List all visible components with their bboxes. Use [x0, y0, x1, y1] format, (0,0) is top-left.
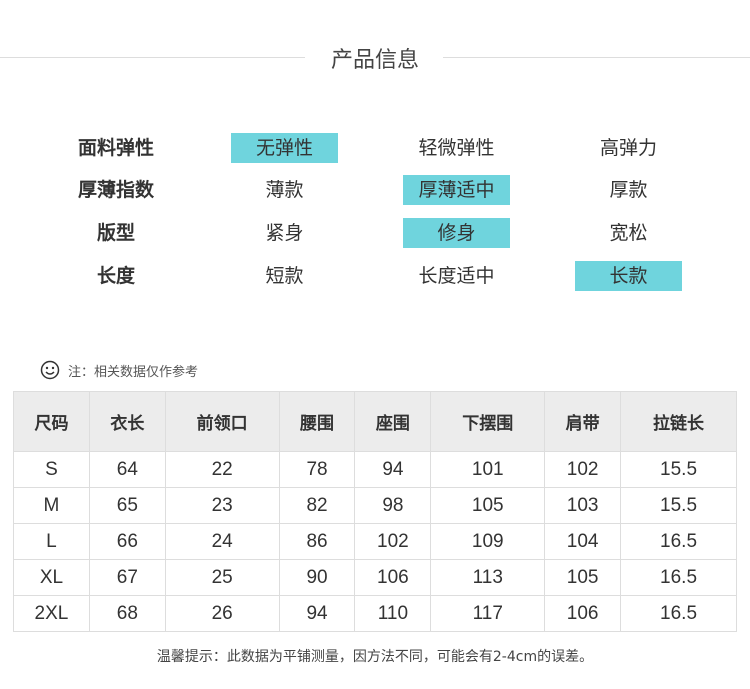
attribute-option: 长度适中	[418, 265, 495, 287]
table-cell: 98	[354, 487, 432, 524]
table-cell: 109	[430, 523, 546, 560]
table-cell: S	[13, 451, 90, 488]
section-title: 产品信息	[330, 48, 419, 73]
table-cell: 110	[354, 595, 432, 632]
table-cell: 106	[354, 559, 432, 596]
table-cell: 67	[88, 559, 166, 596]
table-cell: 106	[544, 595, 622, 632]
table-row: M 65 23 82 98 105 103 15.5	[13, 487, 737, 524]
table-cell: 101	[430, 451, 546, 488]
attribute-option: 紧身	[265, 222, 304, 244]
column-header: 肩带	[544, 391, 622, 452]
attribute-row: 面料弹性 无弹性 轻微弹性 高弹力	[0, 133, 750, 163]
table-cell: 23	[164, 487, 280, 524]
table-cell: M	[13, 487, 90, 524]
divider-left	[0, 57, 305, 58]
column-header: 腰围	[278, 391, 356, 452]
table-cell: 64	[88, 451, 166, 488]
table-cell: 90	[278, 559, 356, 596]
attribute-label: 厚薄指数	[77, 179, 154, 201]
table-cell: 26	[164, 595, 280, 632]
attribute-option: 短款	[265, 265, 304, 287]
table-cell: 15.5	[620, 487, 737, 524]
table-cell: 16.5	[620, 523, 737, 560]
smiley-icon	[40, 360, 60, 380]
table-cell: 24	[164, 523, 280, 560]
table-cell: 102	[354, 523, 432, 560]
table-cell: 113	[430, 559, 546, 596]
table-row: L 66 24 86 102 109 104 16.5	[13, 523, 737, 560]
table-cell: 15.5	[620, 451, 737, 488]
table-cell: 104	[544, 523, 622, 560]
attribute-option-selected: 长款	[575, 261, 682, 291]
attribute-option: 轻微弹性	[418, 137, 495, 159]
attribute-row: 厚薄指数 薄款 厚薄适中 厚款	[0, 175, 750, 205]
measurement-tip: 温馨提示：此数据为平铺测量，因方法不同，可能会有2-4cm的误差。	[156, 649, 594, 665]
note-text: 注：相关数据仅作参考	[68, 364, 199, 380]
table-row: S 64 22 78 94 101 102 15.5	[13, 451, 737, 488]
attribute-label: 长度	[96, 265, 135, 287]
table-cell: 103	[544, 487, 622, 524]
table-cell: XL	[13, 559, 90, 596]
table-cell: 22	[164, 451, 280, 488]
attribute-row: 长度 短款 长度适中 长款	[0, 261, 750, 291]
attribute-label: 面料弹性	[77, 137, 154, 159]
note: 注：相关数据仅作参考	[40, 360, 198, 380]
attribute-option: 高弹力	[599, 137, 657, 159]
attribute-option: 宽松	[609, 222, 648, 244]
table-cell: 65	[88, 487, 166, 524]
table-cell: 117	[430, 595, 546, 632]
table-cell: 86	[278, 523, 356, 560]
attribute-option-selected: 修身	[403, 218, 510, 248]
table-cell: L	[13, 523, 90, 560]
table-cell: 105	[430, 487, 546, 524]
table-cell: 68	[88, 595, 166, 632]
table-cell: 94	[354, 451, 432, 488]
divider-right	[443, 57, 750, 58]
column-header: 座围	[354, 391, 432, 452]
table-header-row: 尺码 衣长 前领口 腰围 座围 下摆围 肩带 拉链长	[13, 391, 737, 452]
attribute-option: 厚款	[609, 179, 648, 201]
table-row: 2XL 68 26 94 110 117 106 16.5	[13, 595, 737, 632]
attribute-label: 版型	[96, 222, 135, 244]
table-cell: 105	[544, 559, 622, 596]
table-cell: 78	[278, 451, 356, 488]
column-header: 拉链长	[620, 391, 737, 452]
attribute-option-selected: 厚薄适中	[403, 175, 510, 205]
table-cell: 82	[278, 487, 356, 524]
attribute-option-selected: 无弹性	[231, 133, 338, 163]
table-cell: 25	[164, 559, 280, 596]
table-row: XL 67 25 90 106 113 105 16.5	[13, 559, 737, 596]
column-header: 尺码	[13, 391, 90, 452]
column-header: 衣长	[88, 391, 166, 452]
table-cell: 102	[544, 451, 622, 488]
table-cell: 16.5	[620, 595, 737, 632]
attribute-option: 薄款	[265, 179, 304, 201]
table-cell: 2XL	[13, 595, 90, 632]
table-cell: 66	[88, 523, 166, 560]
table-cell: 16.5	[620, 559, 737, 596]
column-header: 下摆围	[430, 391, 546, 452]
size-table: 尺码 衣长 前领口 腰围 座围 下摆围 肩带 拉链长 S 64 22 78 94 101 102 15.5 M…	[13, 391, 737, 632]
attribute-row: 版型 紧身 修身 宽松	[0, 218, 750, 248]
column-header: 前领口	[164, 391, 280, 452]
table-cell: 94	[278, 595, 356, 632]
